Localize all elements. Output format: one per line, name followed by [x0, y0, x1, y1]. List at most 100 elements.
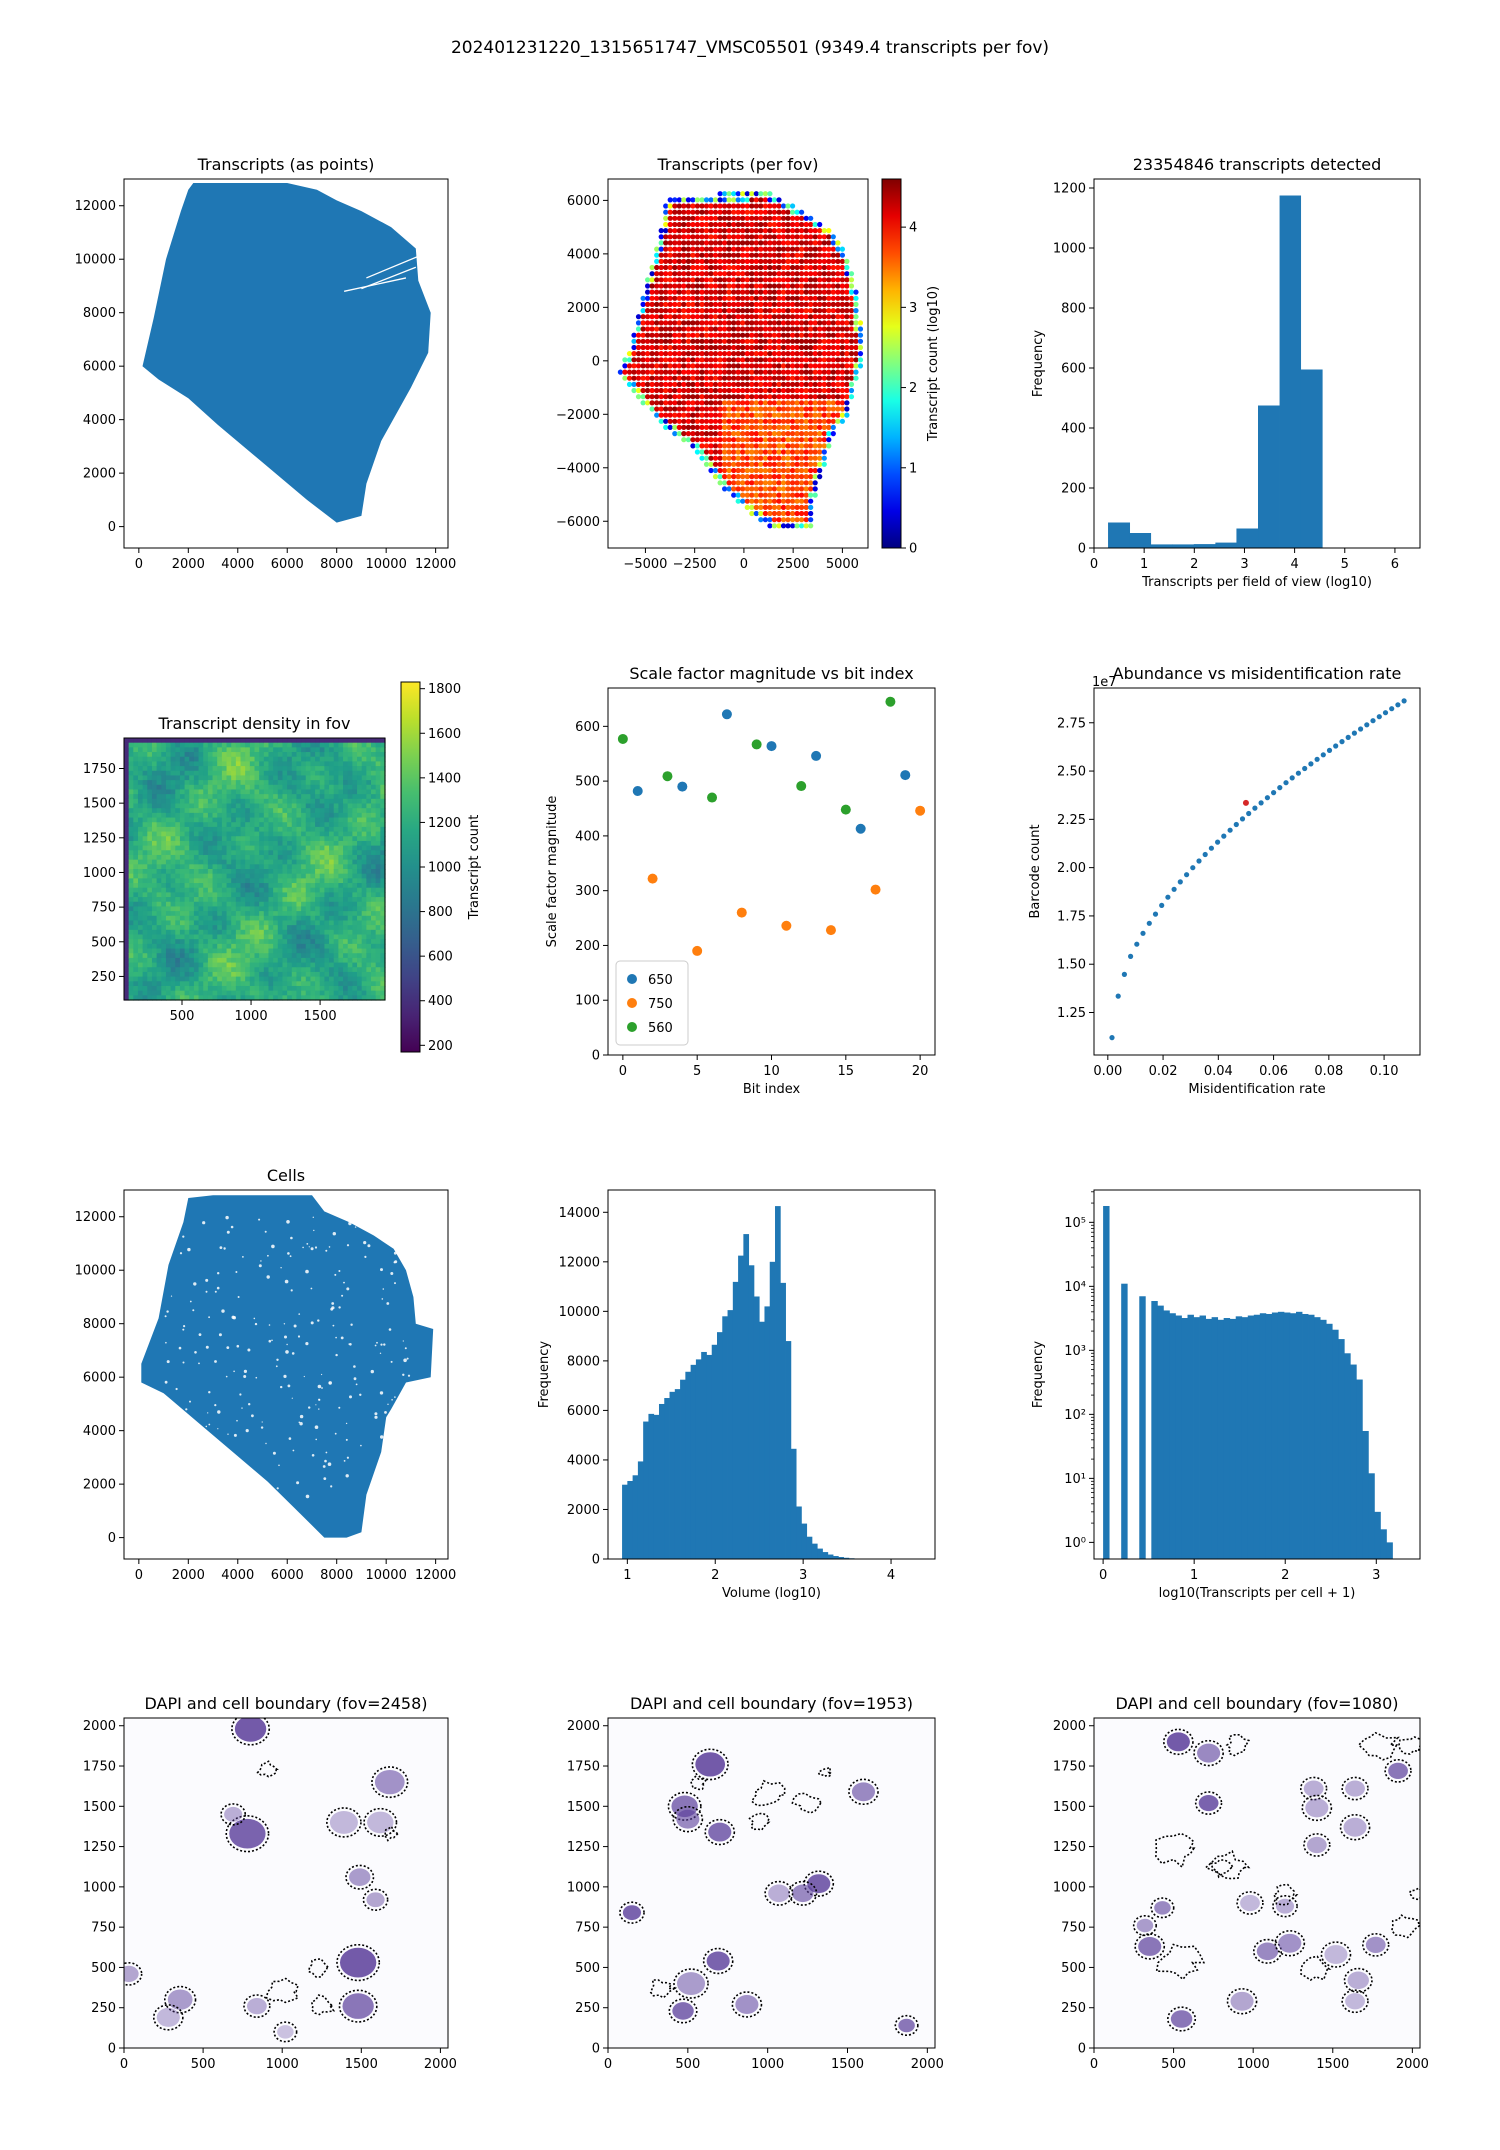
- fov-dot: [735, 467, 741, 474]
- density-cell: [310, 929, 316, 936]
- density-cell: [124, 761, 130, 767]
- density-cell: [221, 897, 228, 903]
- density-cell: [287, 906, 293, 912]
- fov-dot: [758, 387, 764, 394]
- fov-dot: [672, 277, 678, 283]
- fov-dot: [794, 351, 800, 357]
- density-cell: [282, 990, 288, 996]
- fov-hist-bar: [1108, 522, 1131, 548]
- fov-dot: [735, 480, 741, 486]
- fov-dot: [771, 504, 778, 510]
- density-cell: [151, 971, 158, 978]
- transcripts-per-fov-axes-frame: [607, 178, 869, 549]
- density-cell: [305, 920, 312, 926]
- density-cell: [319, 920, 326, 926]
- fov-dot: [808, 517, 814, 523]
- density-cell: [235, 845, 242, 851]
- density-cell: [147, 915, 153, 922]
- density-cell: [212, 766, 218, 772]
- density-cell: [193, 953, 200, 959]
- fov-dot: [776, 437, 782, 443]
- transcripts-points-ytick-label: 8000: [83, 306, 116, 321]
- fov-dot: [776, 443, 782, 449]
- density-cell: [296, 953, 302, 959]
- fov-dot: [744, 228, 750, 234]
- density-cell: [277, 789, 284, 795]
- fov-dot: [844, 387, 850, 394]
- fov-dot: [681, 289, 687, 295]
- density-cell: [165, 883, 172, 889]
- fov-dot: [762, 252, 769, 258]
- density-cell: [184, 911, 190, 917]
- density-cell: [142, 752, 148, 758]
- density-cell: [156, 742, 162, 748]
- density-cell: [217, 901, 223, 908]
- density-cell: [156, 784, 162, 791]
- fov-dot: [780, 338, 787, 344]
- fov-dot: [694, 344, 701, 351]
- density-cell: [301, 943, 307, 950]
- density-cell: [277, 878, 284, 884]
- density-cell: [305, 981, 312, 987]
- density-cell: [184, 976, 190, 982]
- fov-dot: [776, 264, 782, 271]
- density-cell: [333, 971, 339, 978]
- density-cell: [329, 822, 335, 828]
- fov-dot: [844, 301, 850, 307]
- fov-dot: [848, 381, 855, 387]
- fov-dot: [744, 338, 750, 344]
- fov-dot: [753, 338, 759, 344]
- fov-dot: [848, 314, 855, 320]
- fov-dot: [712, 431, 719, 437]
- density-cell: [268, 789, 274, 795]
- density-cell: [277, 957, 284, 964]
- density-cell: [221, 948, 228, 954]
- fov-dot: [812, 258, 818, 264]
- density-cell: [124, 915, 130, 922]
- density-cell: [259, 985, 265, 992]
- density-cell: [212, 873, 218, 879]
- density-cell: [212, 761, 218, 767]
- fov-dot: [703, 332, 710, 338]
- fov-dot: [712, 228, 719, 234]
- fov-dot: [712, 351, 719, 357]
- density-cell: [184, 840, 190, 847]
- fov-dot: [699, 234, 705, 240]
- fov-dot: [640, 387, 646, 394]
- density-cell: [161, 803, 167, 809]
- fov-dot: [848, 357, 855, 363]
- fov-dot: [654, 351, 660, 357]
- density-cell: [315, 957, 321, 964]
- density-cell: [128, 845, 134, 851]
- density-cell: [184, 812, 190, 819]
- fov-dot: [654, 289, 660, 295]
- density-cell: [296, 990, 302, 996]
- density-cell: [305, 985, 312, 992]
- density-cell: [184, 836, 190, 842]
- fov-dot: [640, 381, 646, 387]
- fov-dot: [780, 455, 787, 461]
- density-cell: [268, 869, 274, 875]
- density-cell: [235, 878, 242, 884]
- fov-dot: [667, 351, 673, 357]
- fov-dot: [767, 351, 773, 357]
- density-cell: [273, 766, 279, 772]
- fov-dot: [826, 234, 832, 240]
- transcripts-points-ytick-label: 2000: [83, 467, 116, 482]
- fov-dot: [826, 406, 832, 412]
- density-cell: [301, 803, 307, 809]
- fov-dot: [758, 431, 764, 437]
- density-cell: [259, 798, 265, 805]
- fov-dot: [712, 344, 719, 351]
- density-cell: [282, 957, 288, 964]
- fov-dot: [812, 461, 818, 467]
- density-cell: [254, 784, 260, 791]
- fov-dot: [794, 492, 800, 498]
- density-cell: [254, 939, 260, 945]
- density-cell: [324, 901, 330, 908]
- density-cell: [287, 939, 293, 945]
- density-cell: [212, 831, 218, 837]
- fov-dot: [767, 467, 773, 474]
- density-cell: [319, 892, 326, 898]
- density-cell: [128, 929, 134, 936]
